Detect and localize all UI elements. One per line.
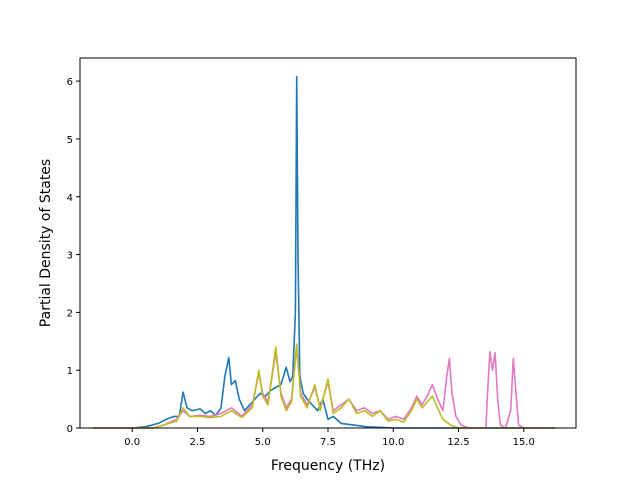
series-line-1 [93, 75, 556, 429]
series-line-2 [93, 346, 556, 429]
y-tick-label: 6 [67, 77, 73, 88]
x-tick-label: 12.5 [447, 437, 469, 448]
series-layer [93, 75, 556, 429]
y-axis-title: Partial Density of States [38, 159, 54, 327]
x-tick-label: 15.0 [513, 437, 535, 448]
x-tick-label: 10.0 [382, 437, 404, 448]
x-tick-label: 5.0 [255, 437, 271, 448]
y-tick-label: 0 [67, 424, 73, 435]
y-axis: 0 1 2 3 4 5 6 [67, 77, 80, 435]
x-tick-label: 0.0 [124, 437, 140, 448]
x-tick-label: 7.5 [320, 437, 336, 448]
y-tick-label: 2 [67, 308, 73, 319]
y-tick-label: 4 [67, 193, 73, 204]
series-line-3 [93, 343, 556, 429]
y-tick-label: 1 [67, 366, 73, 377]
x-tick-label: 2.5 [190, 437, 206, 448]
plot-frame [79, 57, 577, 429]
y-tick-label: 5 [67, 135, 73, 146]
y-tick-label: 3 [67, 251, 73, 262]
x-axis-title: Frequency (THz) [271, 458, 385, 474]
x-axis: 0.0 2.5 5.0 7.5 10.0 12.5 15.0 [124, 428, 535, 448]
